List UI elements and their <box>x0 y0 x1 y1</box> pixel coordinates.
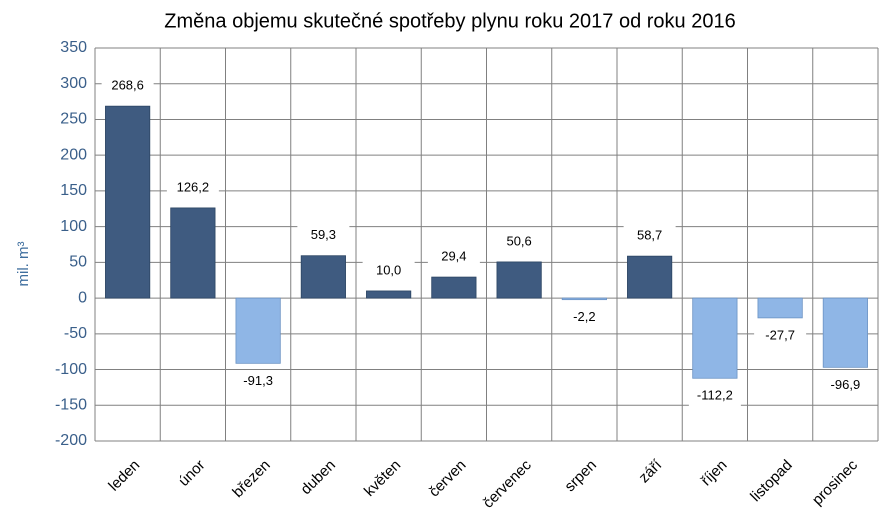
value-label: 268,6 <box>111 78 144 93</box>
x-tick-label: únor <box>175 457 208 490</box>
value-label-bg <box>558 306 611 329</box>
x-tick-label: červen <box>426 457 470 501</box>
bar <box>627 255 673 299</box>
y-tick-label: 350 <box>60 39 87 56</box>
y-tick-label: 100 <box>60 218 87 235</box>
x-tick-label: září <box>636 456 666 486</box>
x-tick-label: listopad <box>747 457 796 506</box>
bar <box>561 297 607 301</box>
y-tick-label: 0 <box>78 289 87 306</box>
bar <box>235 297 281 364</box>
y-axis-label: mil. m³ <box>15 242 32 287</box>
bar <box>170 207 216 299</box>
y-tick-label: 150 <box>60 182 87 199</box>
bar <box>300 255 346 299</box>
bar <box>496 261 542 299</box>
x-tick-label: červenec <box>480 456 535 511</box>
value-label: -112,2 <box>697 388 733 403</box>
value-label-bg <box>101 75 154 98</box>
y-tick-label: 250 <box>60 111 87 128</box>
chart-title: Změna objemu skutečné spotřeby plynu rok… <box>164 10 735 32</box>
value-label-bg <box>362 259 415 282</box>
x-tick-label: duben <box>297 457 339 499</box>
value-label: -91,3 <box>243 373 273 388</box>
bar <box>431 276 477 299</box>
x-tick-label: prosinec <box>809 456 861 508</box>
value-label: -27,7 <box>765 327 795 342</box>
value-label: 58,7 <box>637 228 662 243</box>
value-label-bg <box>819 374 872 397</box>
value-label-bg <box>688 385 741 408</box>
bar <box>366 290 412 299</box>
value-label: -2,2 <box>573 309 595 324</box>
x-tick-label: říjen <box>698 457 731 490</box>
value-label-bg <box>297 224 350 247</box>
value-label: 29,4 <box>441 249 466 264</box>
value-label-bg <box>427 246 480 269</box>
bar <box>692 297 738 379</box>
value-label: 10,0 <box>376 262 401 277</box>
value-label: 59,3 <box>311 227 336 242</box>
value-label-bg <box>754 324 807 347</box>
y-tick-label: -50 <box>64 325 87 342</box>
y-tick-label: 200 <box>60 146 87 163</box>
bar <box>757 297 803 319</box>
value-label-bg <box>493 230 546 253</box>
value-label: -96,9 <box>831 377 861 392</box>
value-label: 50,6 <box>506 233 531 248</box>
y-tick-label: -150 <box>55 396 87 413</box>
bar <box>822 297 868 368</box>
x-tick-label: srpen <box>561 457 600 496</box>
value-label-bg <box>232 370 285 393</box>
bar <box>105 105 151 299</box>
y-tick-label: -100 <box>55 361 87 378</box>
x-tick-label: květen <box>361 457 404 500</box>
y-tick-label: 50 <box>69 254 87 271</box>
value-label-bg <box>623 225 676 248</box>
value-label-bg <box>166 176 219 199</box>
value-label: 126,2 <box>177 179 210 194</box>
x-tick-label: březen <box>229 457 273 501</box>
x-tick-label: leden <box>105 457 143 495</box>
y-tick-label: -200 <box>55 432 87 449</box>
y-tick-label: 300 <box>60 75 87 92</box>
